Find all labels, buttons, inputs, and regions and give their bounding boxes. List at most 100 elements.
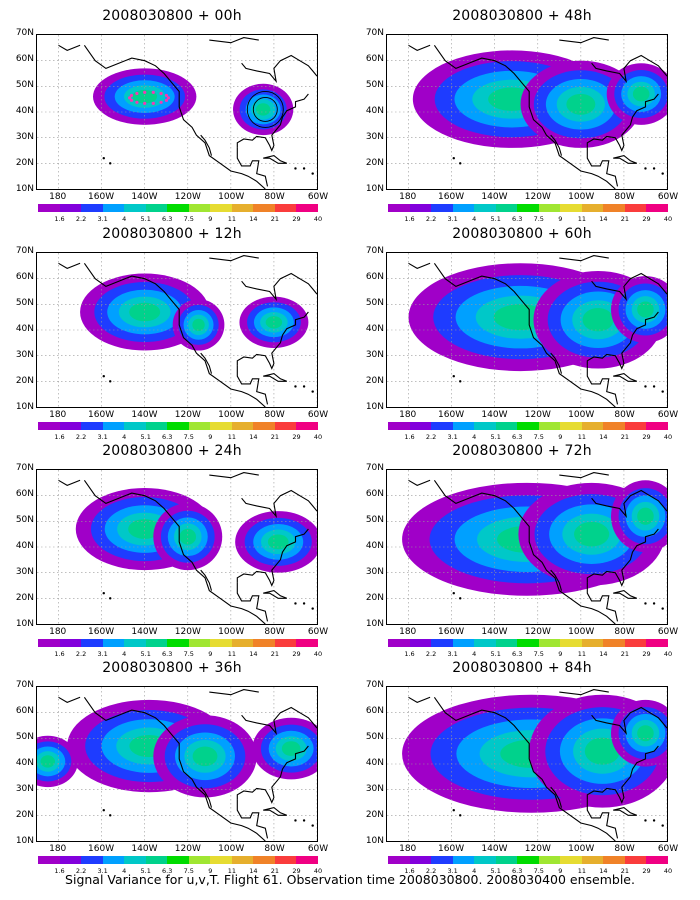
color-bar [38,204,319,212]
flight-track-point [135,91,139,96]
color-bar-swatch [431,856,454,864]
panel-title: 2008030800 + 36h [102,660,242,676]
island [452,375,455,378]
color-bar-label: 7.5 [183,433,194,441]
lat-tick-label: 70N [365,680,384,690]
lat-tick-label: 70N [15,28,34,38]
color-bar-label: 1.6 [404,867,415,875]
coastline [408,44,431,52]
color-bar-swatch [581,204,604,212]
lat-tick-label: 10N [15,619,34,629]
lon-tick-label: 60W [657,192,679,202]
panel-title: 2008030800 + 24h [102,443,242,459]
color-bar-label: 1.6 [54,215,65,223]
coastline [263,373,288,382]
coastline [241,272,317,302]
coastline [591,54,667,84]
lon-tick-label: 120W [174,844,201,854]
coastline [200,352,213,374]
island [102,375,105,378]
forecast-panel: 2008030800 + 00h 70N 60N 50N 40N 30N 20N 10N 180… [2,4,342,223]
color-bar-swatch [81,639,104,647]
color-bar-swatch [167,422,190,430]
island [294,385,297,388]
color-bar-label: 21 [620,215,630,223]
variance-contour [40,755,56,768]
lat-tick-label: 30N [365,132,384,142]
lon-tick-label: 160W [438,627,465,637]
island [661,607,664,610]
lon-tick-label: 60W [307,627,329,637]
lon-tick-label: 100W [218,192,245,202]
flight-track-point [151,90,155,94]
variance-map [36,686,318,842]
lat-tick-label: 70N [365,246,384,256]
coastline [586,799,619,839]
color-bar-label: 2.2 [75,867,87,875]
color-bar-label: 29 [642,433,651,441]
color-bar-swatch [603,422,626,430]
color-bar-label: 1.6 [404,650,415,658]
lat-tick-label: 40N [365,324,384,334]
lat-tick-label: 10N [15,836,34,846]
color-bar-label: 7.5 [533,433,544,441]
lon-tick-label: 180 [399,192,417,202]
color-bar-swatch [253,422,276,430]
coastline [236,745,309,804]
color-bar-label: 4 [472,215,477,223]
color-bar-swatch [296,204,319,212]
color-bar-label: 4 [122,215,127,223]
color-bar-label: 6.3 [512,215,523,223]
coastline [236,311,309,370]
color-bar-swatch [517,639,540,647]
lon-tick-label: 60W [657,627,679,637]
coastline [263,590,288,599]
color-bar-swatch [646,856,669,864]
flight-track-point [151,101,155,105]
color-bar-label: 6.3 [162,215,173,223]
color-bar-swatch [81,856,104,864]
island [644,167,647,170]
color-bar-label: 40 [663,650,673,658]
lon-tick-label: 140W [481,627,508,637]
color-bar-label: 7.5 [533,215,544,223]
lon-tick-label: 80W [264,410,285,420]
color-bar-label: 9 [558,215,563,223]
color-bar-swatch [388,856,411,864]
island [652,819,656,822]
island [459,380,462,383]
coastline [559,255,609,262]
lat-tick-label: 50N [15,732,34,742]
coastline [586,93,659,152]
flight-track-point [135,100,139,104]
coastline [83,479,266,624]
lat-tick-label: 20N [15,158,34,168]
color-bar-label: 21 [270,867,280,875]
coastline [613,373,638,382]
lat-tick-label: 10N [365,184,384,194]
lat-tick-label: 20N [365,593,384,603]
color-bar-swatch [274,639,297,647]
lon-tick-label: 80W [614,410,635,420]
forecast-panel: 2008030800 + 24h 70N 60N 50N 40N 30N 20N 10N 180… [2,439,342,658]
coastline [58,696,81,704]
variance-contour [582,308,614,332]
lon-tick-label: 140W [481,410,508,420]
color-bar-swatch [624,204,647,212]
color-bar-label: 4 [472,433,477,441]
color-bar-swatch [231,856,254,864]
color-bar-label: 3.1 [97,215,108,223]
island [644,819,647,822]
island [302,819,306,822]
lat-tick-label: 10N [365,402,384,412]
lon-tick-label: 60W [307,410,329,420]
lon-tick-label: 80W [614,627,635,637]
lat-tick-label: 30N [15,132,34,142]
color-bar-label: 6.3 [512,867,523,875]
variance-contour [637,507,654,525]
color-bar-swatch [452,856,475,864]
lat-tick-label: 20N [15,376,34,386]
color-bar-swatch [274,422,297,430]
color-bar [388,422,669,430]
color-bar-swatch [102,204,125,212]
